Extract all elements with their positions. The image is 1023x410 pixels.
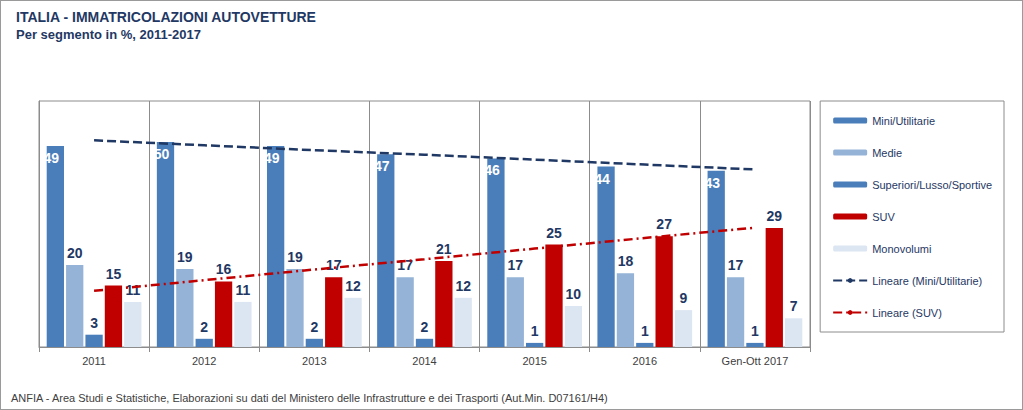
- svg-text:Lineare (SUV): Lineare (SUV): [872, 307, 942, 319]
- svg-text:21: 21: [436, 241, 452, 257]
- svg-text:1: 1: [531, 323, 539, 339]
- svg-text:2015: 2015: [522, 355, 546, 367]
- svg-text:Superiori/Lusso/Sportive: Superiori/Lusso/Sportive: [872, 179, 992, 191]
- svg-text:Monovolumi: Monovolumi: [872, 243, 931, 255]
- svg-text:12: 12: [345, 278, 361, 294]
- svg-text:2016: 2016: [633, 355, 657, 367]
- svg-text:2013: 2013: [302, 355, 326, 367]
- svg-text:Mini/Utilitarie: Mini/Utilitarie: [872, 115, 935, 127]
- svg-text:1: 1: [641, 323, 649, 339]
- svg-text:Medie: Medie: [872, 147, 902, 159]
- svg-text:50: 50: [154, 146, 170, 162]
- svg-text:2011: 2011: [82, 355, 106, 367]
- svg-text:44: 44: [594, 171, 610, 187]
- svg-text:Per segmento in %, 2011-2017: Per segmento in %, 2011-2017: [16, 27, 201, 42]
- svg-text:16: 16: [216, 261, 232, 277]
- svg-text:2014: 2014: [412, 355, 436, 367]
- svg-text:19: 19: [287, 249, 303, 265]
- svg-text:11: 11: [125, 282, 140, 298]
- svg-text:15: 15: [106, 266, 122, 282]
- svg-text:49: 49: [264, 150, 280, 166]
- svg-text:27: 27: [656, 216, 672, 232]
- svg-text:2012: 2012: [192, 355, 216, 367]
- svg-text:43: 43: [704, 175, 720, 191]
- svg-text:3: 3: [90, 315, 98, 331]
- svg-text:Gen-Ott 2017: Gen-Ott 2017: [722, 355, 789, 367]
- svg-text:9: 9: [680, 290, 688, 306]
- svg-text:46: 46: [484, 162, 500, 178]
- svg-text:29: 29: [766, 208, 782, 224]
- svg-text:SUV: SUV: [872, 211, 895, 223]
- svg-text:25: 25: [546, 225, 562, 241]
- svg-text:1: 1: [751, 323, 759, 339]
- svg-text:49: 49: [44, 150, 60, 166]
- svg-text:10: 10: [566, 286, 582, 302]
- svg-text:2: 2: [310, 319, 318, 335]
- svg-text:19: 19: [177, 249, 193, 265]
- svg-text:ITALIA - IMMATRICOLAZIONI AUTO: ITALIA - IMMATRICOLAZIONI AUTOVETTURE: [16, 9, 316, 25]
- svg-text:47: 47: [374, 158, 390, 174]
- svg-text:20: 20: [67, 245, 83, 261]
- svg-text:17: 17: [507, 257, 523, 273]
- svg-text:17: 17: [326, 257, 342, 273]
- svg-text:12: 12: [455, 278, 471, 294]
- svg-text:2: 2: [200, 319, 208, 335]
- svg-text:7: 7: [790, 298, 798, 314]
- svg-text:17: 17: [397, 257, 413, 274]
- svg-text:2: 2: [421, 319, 429, 335]
- svg-text:ANFIA - Area Studi e Statistic: ANFIA - Area Studi e Statistiche, Elabor…: [11, 392, 608, 404]
- svg-text:Lineare (Mini/Utilitarie): Lineare (Mini/Utilitarie): [872, 275, 982, 287]
- svg-text:11: 11: [236, 282, 251, 298]
- svg-text:18: 18: [618, 253, 634, 269]
- svg-text:17: 17: [728, 257, 744, 273]
